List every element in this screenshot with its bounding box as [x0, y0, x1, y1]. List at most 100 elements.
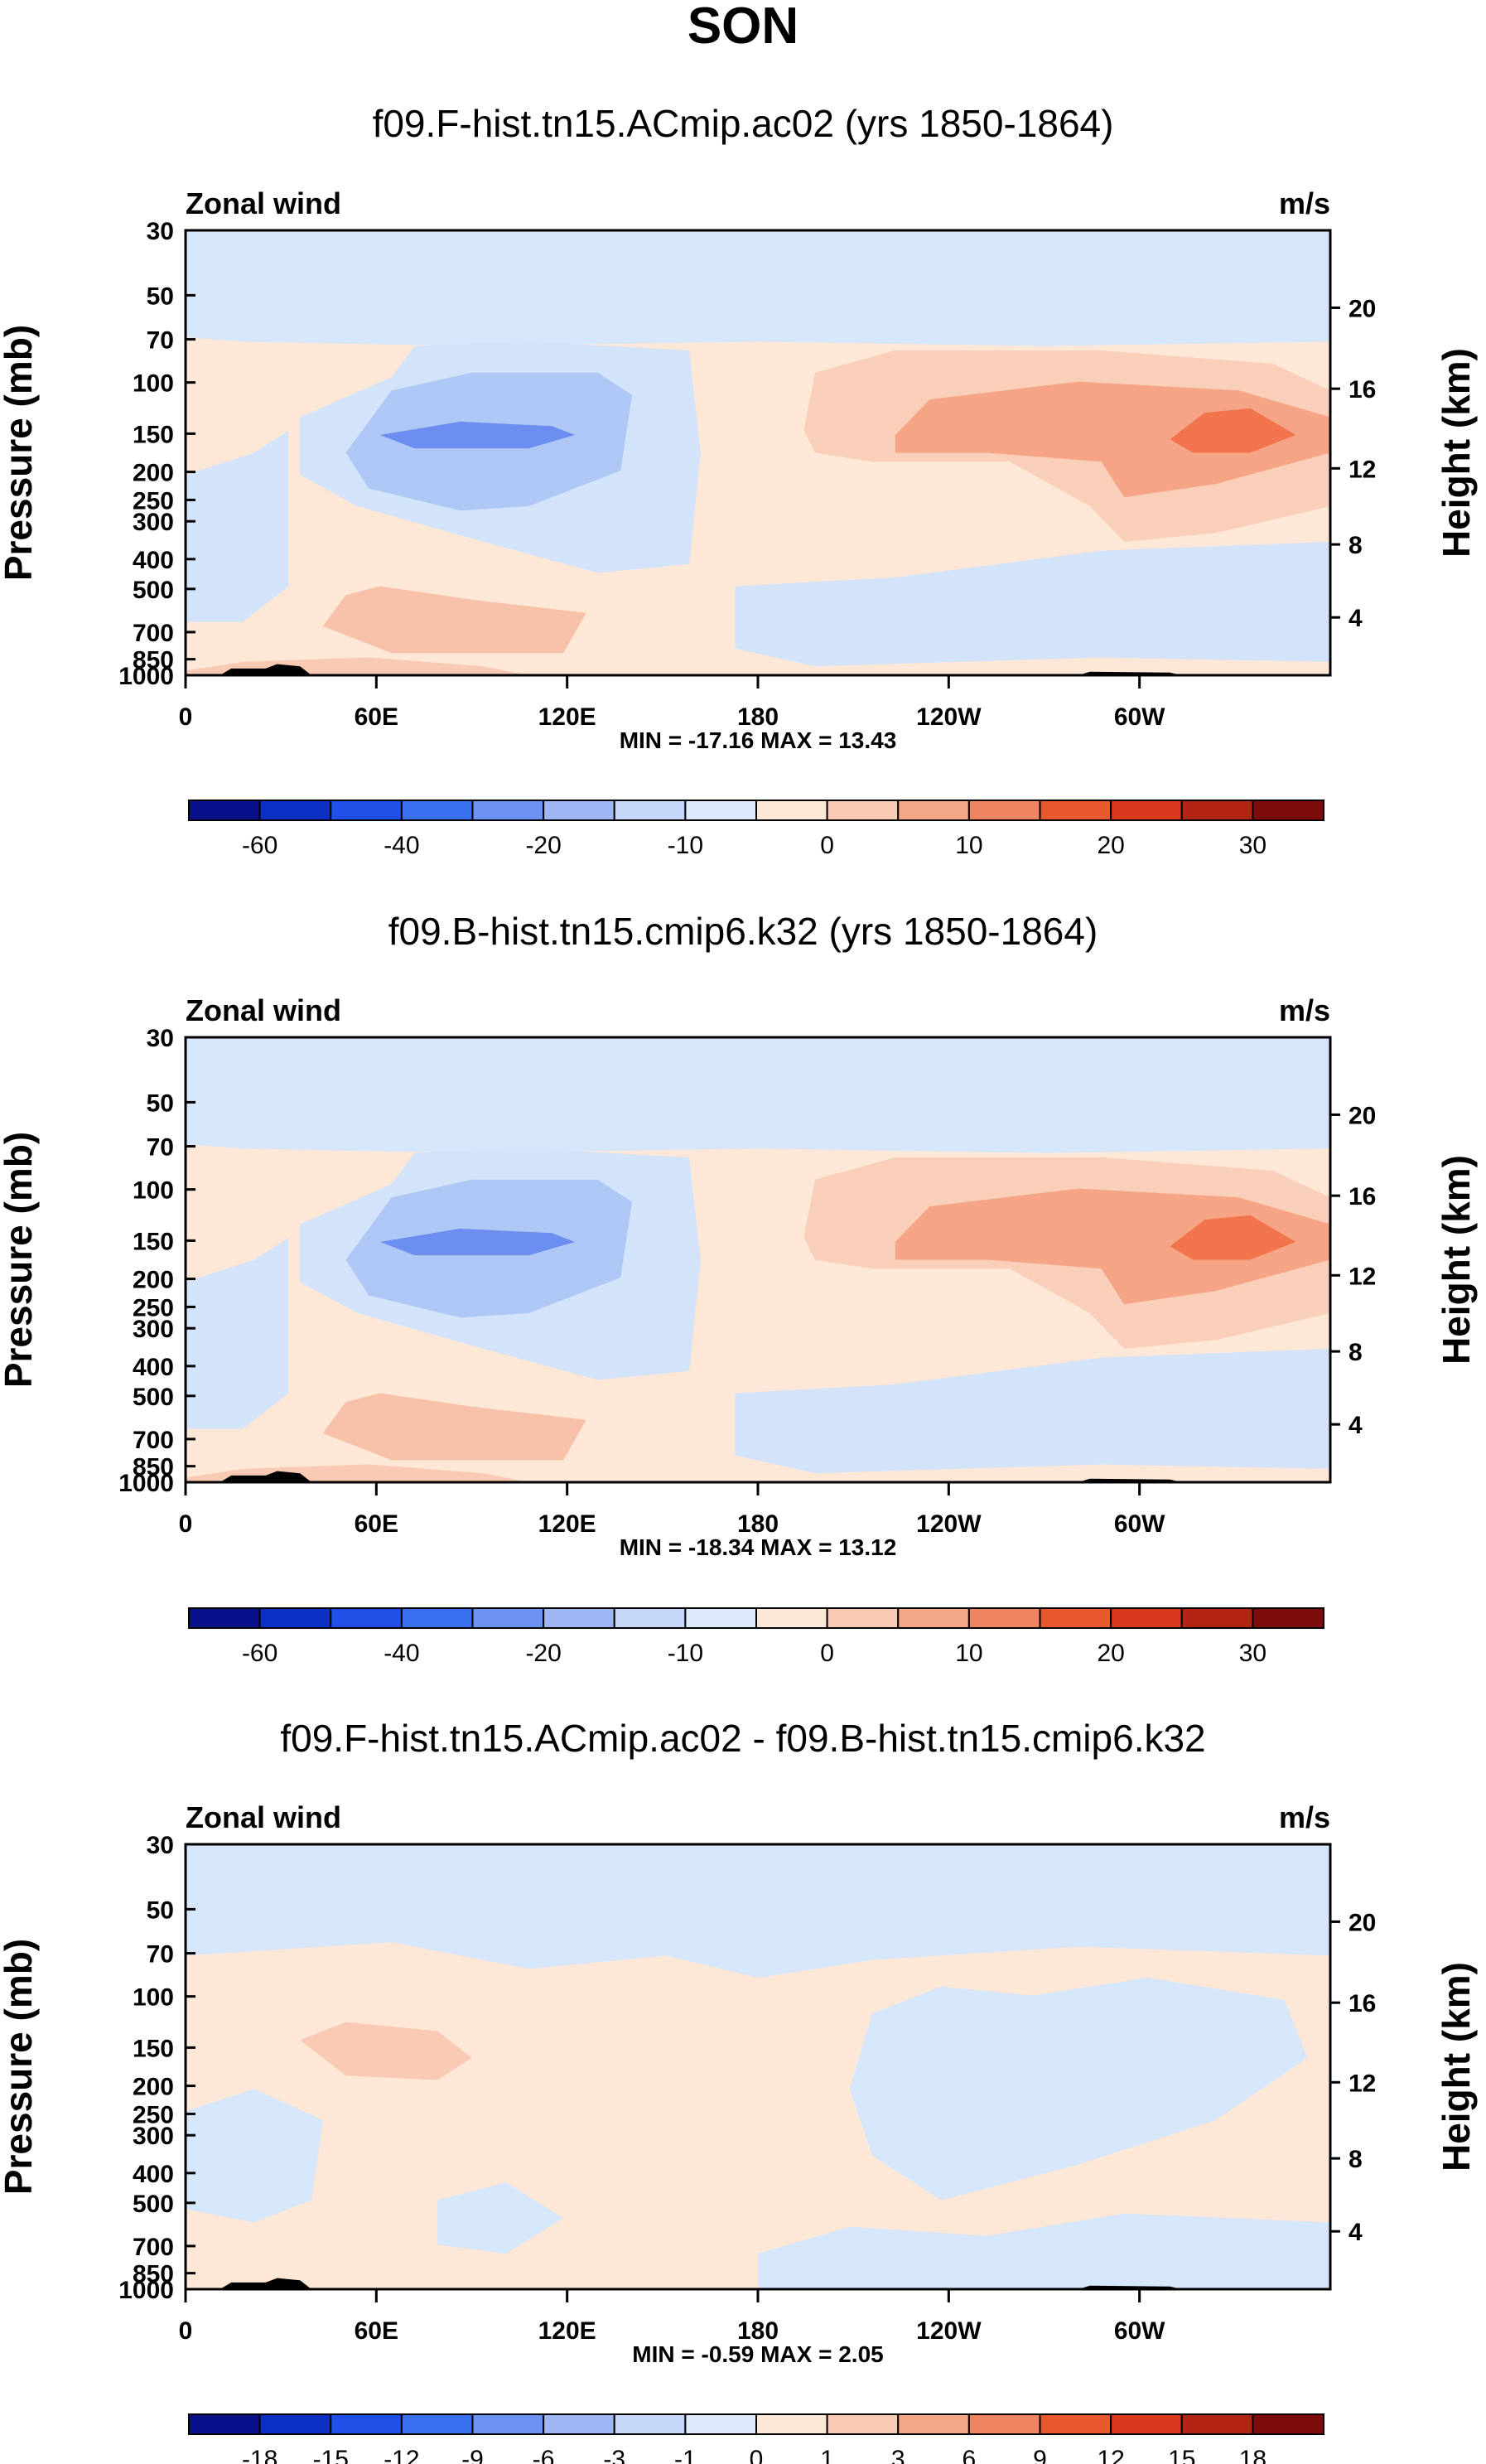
colorbar-label: 30	[1239, 832, 1266, 859]
region-negative-west	[849, 1978, 1308, 2201]
colorbar-label: 6	[963, 2446, 977, 2464]
region-westerly-core	[1170, 1215, 1296, 1260]
colorbar-swatch	[967, 1607, 1041, 1629]
xtick-label: 60W	[1114, 1510, 1165, 1538]
xtick-label: 60W	[1114, 703, 1165, 731]
xtick-label: 0	[179, 1510, 193, 1538]
ytick-label: 30	[147, 1832, 174, 1859]
colorbar-label: -10	[668, 832, 703, 859]
region-lower-westerly	[322, 1393, 586, 1461]
colorbar-swatch	[258, 1607, 332, 1629]
ytick-label: 700	[133, 620, 174, 647]
chart-panel-3: f09.F-hist.tn15.ACmip.ac02 - f09.B-hist.…	[0, 1717, 1478, 2464]
ytick-right-label: 20	[1348, 1102, 1376, 1129]
panel-title: f09.B-hist.tn15.cmip6.k32 (yrs 1850-1864…	[388, 910, 1098, 953]
ytick-label: 400	[133, 2161, 174, 2188]
ytick-label: 700	[133, 1427, 174, 1454]
ytick-label: 850	[133, 1454, 174, 1481]
ytick-right-label: 16	[1348, 1183, 1376, 1210]
colorbar-label: 10	[955, 1640, 982, 1667]
y-axis-title-right: Height (km)	[1435, 1155, 1478, 1365]
colorbar-label: 20	[1097, 832, 1124, 859]
colorbar-label: 12	[1097, 2446, 1124, 2464]
xtick-label: 120E	[538, 1510, 596, 1538]
ytick-right-label: 8	[1348, 2146, 1363, 2173]
plot-area	[186, 230, 1330, 675]
colorbar-swatch	[755, 2413, 828, 2435]
colorbar-swatch	[897, 1607, 970, 1629]
region-lower-easterly	[735, 1348, 1330, 1474]
region-westerly-envelope	[895, 1188, 1330, 1305]
colorbar-swatch	[188, 1607, 261, 1629]
xtick-label: 120W	[916, 703, 982, 731]
variable-label: Zonal wind	[186, 1800, 341, 1834]
y-axis-title: Pressure (mb)	[0, 325, 40, 581]
ytick-label: 100	[133, 370, 174, 398]
colorbar-label: 18	[1239, 2446, 1266, 2464]
region-stratosphere-diff	[186, 1844, 1330, 1978]
topography-asia	[220, 664, 311, 675]
colorbar-label: -9	[461, 2446, 484, 2464]
region-lower-westerly	[322, 586, 586, 654]
colorbar-label: -60	[242, 832, 277, 859]
colorbar-label: -12	[384, 2446, 419, 2464]
colorbar-label: 0	[820, 1640, 834, 1667]
min-max-stats: MIN = -0.59 MAX = 2.05	[632, 2341, 883, 2367]
ytick-label: 70	[147, 1941, 174, 1969]
region-lower-easterly	[735, 541, 1330, 667]
ytick-label: 400	[133, 1354, 174, 1381]
topography-asia	[220, 2278, 311, 2289]
colorbar-label: 3	[891, 2446, 905, 2464]
y-axis-title-right: Height (km)	[1435, 1962, 1478, 2172]
ytick-right-label: 12	[1348, 1263, 1376, 1290]
region-negative-surface	[758, 2213, 1330, 2289]
colorbar-swatch	[755, 1607, 828, 1629]
colorbar-label: -15	[313, 2446, 349, 2464]
colorbar-swatch	[258, 2413, 332, 2435]
colorbar-swatch	[967, 800, 1041, 821]
ytick-label: 100	[133, 1984, 174, 2012]
colorbar-label: -20	[525, 1640, 561, 1667]
colorbar-swatch	[543, 1607, 615, 1629]
region-negative-patch	[437, 2182, 564, 2254]
xtick-label: 180	[737, 2317, 779, 2345]
plot-area	[186, 1844, 1330, 2289]
ytick-label: 1000	[118, 1470, 174, 1497]
colorbar-swatch	[400, 2413, 474, 2435]
colorbar-label: 30	[1239, 1640, 1266, 1667]
colorbar-swatch	[1180, 2413, 1254, 2435]
colorbar-swatch	[330, 2413, 403, 2435]
ytick-label: 30	[147, 218, 174, 245]
ytick-label: 250	[133, 487, 174, 515]
ytick-right-label: 8	[1348, 532, 1363, 559]
min-max-stats: MIN = -17.16 MAX = 13.43	[620, 727, 897, 753]
ytick-label: 300	[133, 1316, 174, 1343]
ytick-label: 150	[133, 1228, 174, 1255]
ytick-label: 300	[133, 2123, 174, 2150]
min-max-stats: MIN = -18.34 MAX = 13.12	[620, 1534, 897, 1560]
units-label: m/s	[1279, 186, 1330, 220]
colorbar-swatch	[897, 800, 970, 821]
colorbar-swatch	[471, 2413, 545, 2435]
colorbar: -60 -40 -20 -10 0 10 20 30	[188, 1607, 1324, 1667]
colorbar-swatch	[684, 1607, 757, 1629]
region-west-edge-blue	[186, 1237, 289, 1429]
colorbar-swatch	[613, 1607, 687, 1629]
colorbar-swatch	[1110, 1607, 1183, 1629]
ytick-label: 850	[133, 647, 174, 674]
colorbar-swatch	[258, 800, 332, 821]
ytick-label: 150	[133, 2035, 174, 2062]
ytick-right-label: 4	[1348, 605, 1363, 632]
y-axis-title-right: Height (km)	[1435, 348, 1478, 558]
colorbar-label: -40	[384, 832, 419, 859]
colorbar-swatch	[188, 2413, 261, 2435]
xtick-label: 180	[737, 1510, 779, 1538]
panel-title: f09.F-hist.tn15.ACmip.ac02 (yrs 1850-186…	[373, 102, 1114, 145]
colorbar-label: -1	[674, 2446, 697, 2464]
colorbar-label: 20	[1097, 1640, 1124, 1667]
colorbar: -60 -40 -20 -10 0 10 20 30	[188, 800, 1324, 859]
units-label: m/s	[1279, 993, 1330, 1027]
ytick-label: 200	[133, 460, 174, 487]
region-jet-core-east	[379, 421, 575, 449]
ytick-label: 200	[133, 1267, 174, 1294]
